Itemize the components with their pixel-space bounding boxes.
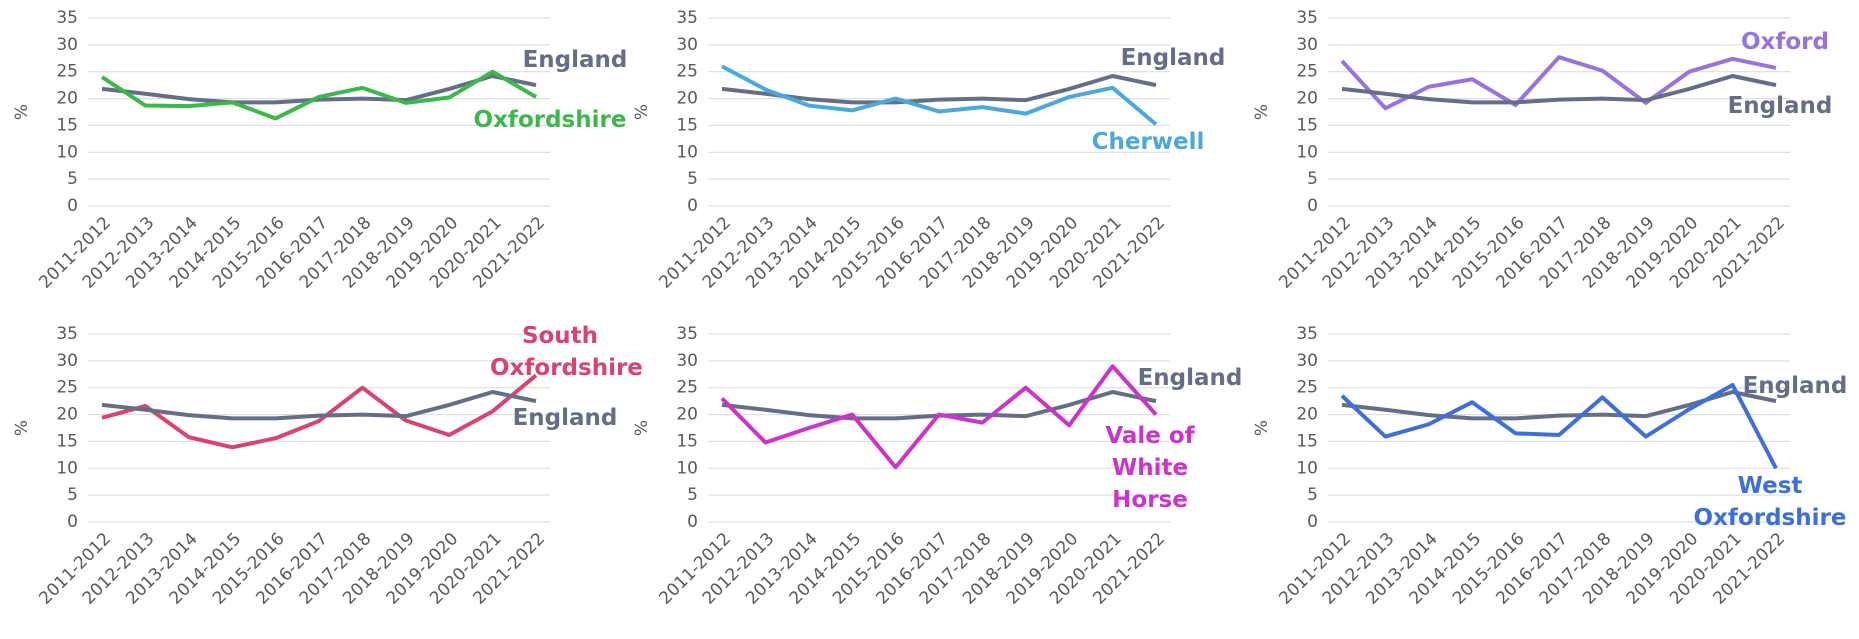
y-tick-label: 15: [56, 115, 78, 135]
y-tick-label: 0: [67, 512, 78, 532]
series-label: Oxfordshire: [473, 107, 627, 133]
y-tick-label: 5: [67, 485, 78, 505]
y-tick-label: 20: [676, 405, 698, 425]
series-label: England: [1727, 93, 1833, 119]
series-label: South Oxfordshire: [490, 323, 643, 381]
y-tick-label: 35: [1296, 8, 1318, 28]
series-label: England: [1137, 365, 1243, 391]
y-axis-label: %: [632, 104, 652, 120]
y-tick-label: 25: [1296, 62, 1318, 82]
chart-panel: % 0 5 10 15 20 25 30 35 2011-2012 2012-2013 2013-20…: [1240, 0, 1859, 319]
chart-panel: % 0 5 10 15 20 25 30 35 2011-2012 2012-2013 2013-20…: [620, 320, 1242, 639]
y-tick-label: 25: [676, 62, 698, 82]
series-line: [1341, 74, 1777, 105]
y-tick-label: 5: [1307, 169, 1318, 189]
y-tick-label: 10: [676, 458, 698, 478]
y-tick-label: 35: [676, 324, 698, 344]
y-tick-label: 15: [1296, 115, 1318, 135]
y-tick-label: 15: [56, 431, 78, 451]
y-tick-label: 5: [687, 485, 698, 505]
series-line: [101, 390, 537, 421]
y-tick-label: 10: [56, 458, 78, 478]
chart-panel: % 0 5 10 15 20 25 30 35 2011-2012 2012-2013 2013-20…: [1240, 320, 1859, 639]
y-tick-label: 20: [1296, 405, 1318, 425]
chart: %051015202530352011-20122012-20132013-20…: [632, 324, 1170, 609]
series-label: England: [522, 47, 628, 73]
y-tick-label: 0: [687, 196, 698, 216]
y-tick-label: 10: [56, 142, 78, 162]
y-tick-label: 25: [676, 378, 698, 398]
series-label: West Oxfordshire: [1693, 473, 1847, 531]
y-tick-label: 20: [676, 89, 698, 109]
chart: %051015202530352011-20122012-20132013-20…: [12, 324, 550, 609]
series-line: [720, 364, 1158, 470]
chart-panel: % 0 5 10 15 20 25 30 35 2011-2012 2012-2013 2013-20…: [0, 320, 643, 639]
y-tick-label: 35: [56, 8, 78, 28]
y-axis-label: %: [1252, 420, 1272, 436]
series-label: England: [512, 405, 618, 431]
y-tick-label: 30: [676, 35, 698, 55]
y-axis-label: %: [1252, 104, 1272, 120]
y-tick-label: 30: [1296, 351, 1318, 371]
y-axis-label: %: [632, 420, 652, 436]
y-tick-label: 30: [676, 351, 698, 371]
y-tick-label: 10: [1296, 142, 1318, 162]
y-tick-label: 35: [1296, 324, 1318, 344]
chart: %051015202530352011-20122012-20132013-20…: [12, 8, 550, 293]
chart: %051015202530352011-20122012-20132013-20…: [1252, 8, 1790, 293]
chart-panel: % 0 5 10 15 20 25 30 35 2011-2012 2012-2013 2013-20…: [620, 0, 1239, 319]
y-tick-label: 0: [687, 512, 698, 532]
y-tick-label: 10: [676, 142, 698, 162]
y-tick-label: 20: [1296, 89, 1318, 109]
series-line: [101, 373, 538, 450]
series-line: [1340, 383, 1778, 470]
y-tick-label: 15: [676, 431, 698, 451]
series-line: [721, 74, 1157, 105]
chart: %051015202530352011-20122012-20132013-20…: [632, 8, 1170, 293]
y-tick-label: 30: [56, 351, 78, 371]
y-tick-label: 35: [676, 8, 698, 28]
y-tick-label: 25: [56, 62, 78, 82]
series-line: [1340, 55, 1777, 111]
y-axis-label: %: [12, 104, 32, 120]
series-label: Oxford: [1740, 29, 1829, 55]
series-line: [721, 64, 1158, 126]
y-tick-label: 0: [1307, 196, 1318, 216]
y-tick-label: 0: [1307, 512, 1318, 532]
series-label: Cherwell: [1091, 129, 1205, 155]
chart: %051015202530352011-20122012-20132013-20…: [1252, 324, 1790, 609]
y-tick-label: 5: [67, 169, 78, 189]
y-tick-label: 25: [56, 378, 78, 398]
series-line: [101, 74, 537, 105]
chart-panel: % 0 5 10 15 20 25 30 35 2011-2012 2012-2013 2013-20…: [0, 0, 627, 319]
y-tick-label: 5: [687, 169, 698, 189]
series-label: England: [1120, 45, 1226, 71]
y-tick-label: 30: [56, 35, 78, 55]
y-tick-label: 10: [1296, 458, 1318, 478]
y-tick-label: 15: [676, 115, 698, 135]
y-axis-label: %: [12, 420, 32, 436]
series-label: Vale of White Horse: [1105, 423, 1195, 513]
series-line: [100, 69, 538, 121]
y-tick-label: 25: [1296, 378, 1318, 398]
y-tick-label: 5: [1307, 485, 1318, 505]
y-tick-label: 30: [1296, 35, 1318, 55]
y-tick-label: 15: [1296, 431, 1318, 451]
y-tick-label: 0: [67, 196, 78, 216]
y-tick-label: 20: [56, 89, 78, 109]
series-label: England: [1742, 373, 1848, 399]
y-tick-label: 20: [56, 405, 78, 425]
y-tick-label: 35: [56, 324, 78, 344]
